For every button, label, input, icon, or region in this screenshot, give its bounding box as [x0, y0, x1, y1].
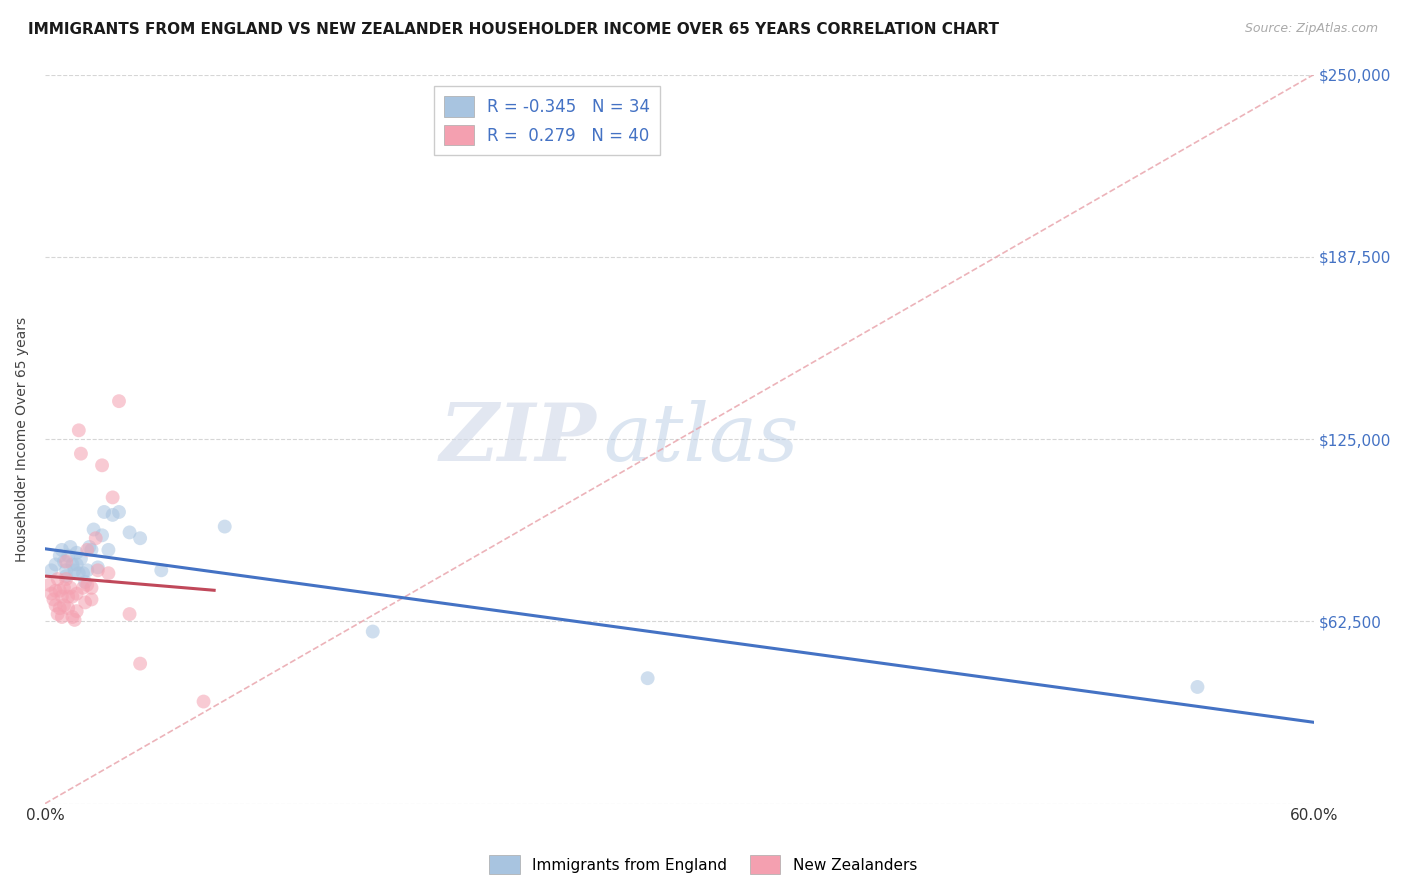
Point	[75, 595, 97, 609]
Point	[55, 569, 77, 583]
Point	[66, 558, 89, 572]
Point	[108, 394, 131, 409]
Point	[51, 542, 73, 557]
Point	[66, 604, 89, 618]
Point	[45, 583, 67, 598]
Point	[129, 657, 152, 671]
Point	[45, 599, 67, 613]
Point	[59, 581, 82, 595]
Point	[76, 578, 98, 592]
Point	[87, 560, 110, 574]
Point	[55, 572, 77, 586]
Y-axis label: Householder Income Over 65 years: Householder Income Over 65 years	[15, 317, 30, 562]
Point	[51, 610, 73, 624]
Legend: R = -0.345   N = 34, R =  0.279   N = 40: R = -0.345 N = 34, R = 0.279 N = 40	[434, 87, 661, 155]
Legend: Immigrants from England, New Zealanders: Immigrants from England, New Zealanders	[484, 849, 922, 880]
Point	[72, 566, 94, 581]
Point	[80, 581, 103, 595]
Point	[49, 549, 72, 563]
Point	[49, 583, 72, 598]
Point	[58, 549, 80, 563]
Point	[62, 610, 84, 624]
Text: Source: ZipAtlas.com: Source: ZipAtlas.com	[1244, 22, 1378, 36]
Text: ZIP: ZIP	[440, 401, 598, 478]
Point	[58, 590, 80, 604]
Point	[361, 624, 384, 639]
Point	[108, 505, 131, 519]
Point	[93, 505, 115, 519]
Point	[51, 590, 73, 604]
Point	[118, 525, 141, 540]
Text: IMMIGRANTS FROM ENGLAND VS NEW ZEALANDER HOUSEHOLDER INCOME OVER 65 YEARS CORREL: IMMIGRANTS FROM ENGLAND VS NEW ZEALANDER…	[28, 22, 1000, 37]
Point	[87, 563, 110, 577]
Point	[84, 531, 107, 545]
Point	[66, 587, 89, 601]
Point	[83, 523, 105, 537]
Point	[39, 587, 62, 601]
Point	[79, 540, 101, 554]
Point	[91, 458, 114, 473]
Point	[63, 613, 86, 627]
Point	[70, 551, 93, 566]
Point	[62, 590, 84, 604]
Point	[62, 558, 84, 572]
Point	[129, 531, 152, 545]
Point	[193, 694, 215, 708]
Point	[118, 607, 141, 621]
Point	[72, 581, 94, 595]
Point	[67, 423, 90, 437]
Point	[1187, 680, 1209, 694]
Point	[42, 592, 65, 607]
Point	[75, 574, 97, 589]
Point	[53, 555, 76, 569]
Point	[80, 592, 103, 607]
Point	[150, 563, 173, 577]
Point	[66, 546, 89, 560]
Point	[76, 563, 98, 577]
Point	[97, 542, 120, 557]
Point	[46, 572, 69, 586]
Point	[45, 558, 67, 572]
Point	[53, 581, 76, 595]
Point	[55, 555, 77, 569]
Point	[59, 540, 82, 554]
Point	[101, 508, 124, 522]
Point	[55, 563, 77, 577]
Point	[101, 491, 124, 505]
Point	[214, 519, 236, 533]
Point	[637, 671, 659, 685]
Point	[58, 601, 80, 615]
Point	[49, 601, 72, 615]
Point	[46, 607, 69, 621]
Point	[91, 528, 114, 542]
Point	[76, 542, 98, 557]
Point	[38, 578, 60, 592]
Point	[63, 563, 86, 577]
Text: atlas: atlas	[603, 401, 799, 478]
Point	[70, 447, 93, 461]
Point	[53, 599, 76, 613]
Point	[39, 563, 62, 577]
Point	[80, 542, 103, 557]
Point	[97, 566, 120, 581]
Point	[67, 566, 90, 581]
